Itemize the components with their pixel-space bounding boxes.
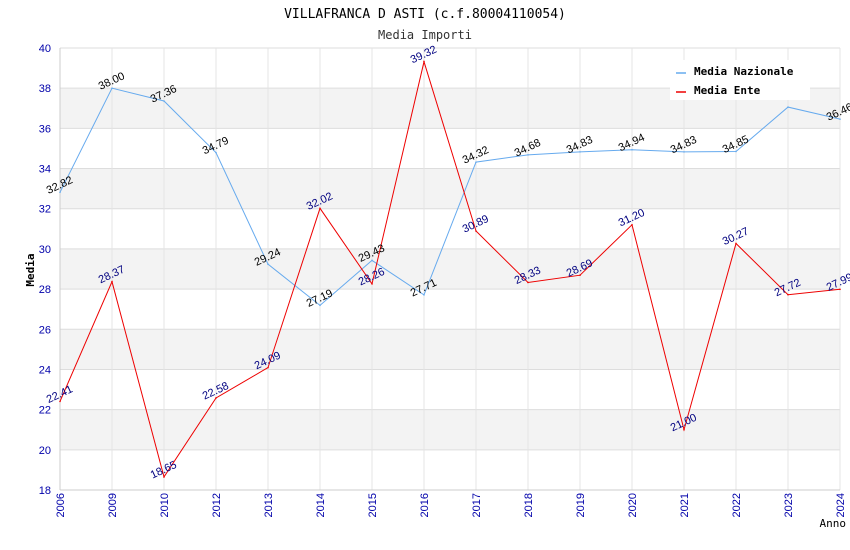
x-tick-label: 2009 (107, 493, 119, 517)
x-tick-label: 2014 (315, 493, 327, 517)
y-tick-label: 34 (39, 164, 51, 176)
chart-subtitle: Media Importi (378, 28, 472, 42)
point-ente (423, 60, 425, 63)
x-tick-label: 2023 (783, 493, 795, 517)
x-tick-label: 2013 (263, 493, 275, 517)
point-ente (579, 274, 581, 277)
x-tick-label: 2020 (627, 493, 639, 517)
legend-box (670, 60, 810, 100)
point-nazionale (475, 161, 477, 163)
point-nazionale (267, 263, 269, 265)
point-nazionale (371, 259, 373, 262)
x-tick-label: 2006 (55, 493, 67, 517)
point-ente (163, 476, 165, 478)
point-nazionale (527, 154, 529, 156)
x-tick-label: 2017 (471, 493, 483, 517)
point-ente (267, 366, 269, 369)
point-nazionale (579, 151, 581, 153)
point-ente (527, 281, 529, 284)
series-line-ente (59, 59, 841, 479)
y-axis-title: Media (24, 253, 37, 286)
y-tick-label: 22 (39, 405, 51, 417)
y-tick-label: 20 (39, 445, 51, 457)
y-tick-labels: 18 20 22 24 26 28 30 32 34 36 38 40 (39, 43, 51, 497)
point-nazionale (735, 150, 737, 153)
point-ente (735, 242, 737, 245)
x-tick-label: 2022 (731, 493, 743, 517)
y-tick-label: 32 (39, 204, 51, 216)
point-nazionale (163, 100, 165, 102)
x-tick-label: 2018 (523, 493, 535, 517)
point-nazionale (59, 191, 61, 194)
point-nazionale (787, 106, 789, 108)
x-tick-label: 2012 (211, 493, 223, 517)
y-tick-label: 24 (39, 364, 51, 376)
series-line-nazionale (59, 87, 841, 307)
point-ente (683, 428, 685, 431)
point-nazionale (683, 151, 685, 153)
point-nazionale (215, 151, 217, 154)
grid-band (60, 168, 840, 209)
point-ente (215, 397, 217, 399)
x-tick-labels: 2006 2009 2010 2012 2013 2014 2015 2016 2017 2018… (55, 493, 847, 517)
x-tick-label: 2024 (835, 493, 847, 517)
y-tick-label: 30 (39, 244, 51, 256)
x-tick-label: 2021 (679, 493, 691, 517)
legend-label-ente: Media Ente (694, 84, 761, 97)
y-tick-label: 40 (39, 43, 51, 55)
y-tick-label: 28 (39, 284, 51, 296)
point-ente (787, 293, 789, 296)
point-ente (319, 207, 321, 210)
chart-title: VILLAFRANCA D ASTI (c.f.80004110054) (284, 7, 566, 22)
point-ente (475, 230, 477, 232)
y-tick-label: 38 (39, 83, 51, 95)
y-tick-label: 18 (39, 485, 51, 497)
grid-band (60, 329, 840, 370)
legend-label-nazionale: Media Nazionale (694, 65, 794, 78)
x-tick-label: 2010 (159, 493, 171, 517)
point-ente (631, 224, 633, 226)
point-nazionale (423, 294, 425, 296)
grid-bands (60, 88, 840, 450)
point-nazionale (839, 118, 841, 120)
x-tick-label: 2019 (575, 493, 587, 517)
x-axis-title: Anno (820, 517, 847, 530)
x-tick-label: 2015 (367, 493, 379, 517)
point-ente (59, 400, 61, 403)
point-ente (371, 283, 373, 285)
legend: Media Nazionale Media Ente (670, 60, 810, 100)
series-lines (59, 59, 841, 479)
y-tick-label: 36 (39, 123, 51, 135)
point-nazionale (631, 148, 633, 151)
point-ente (839, 288, 841, 291)
y-tick-label: 26 (39, 324, 51, 336)
grid-band (60, 409, 840, 450)
grid-band (60, 248, 840, 290)
x-tick-label: 2016 (419, 493, 431, 517)
point-ente (111, 280, 113, 283)
point-nazionale (319, 304, 321, 307)
point-nazionale (111, 87, 113, 89)
